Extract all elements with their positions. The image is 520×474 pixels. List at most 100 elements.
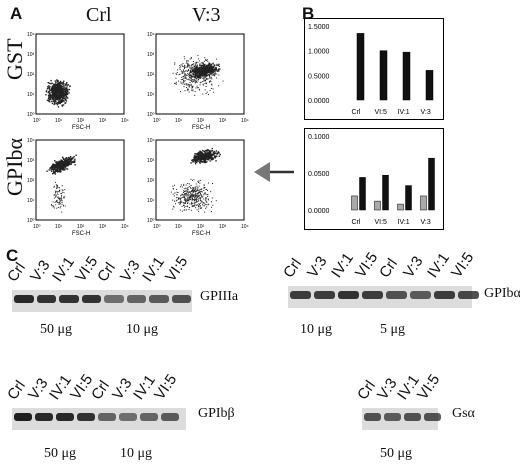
blot-lane-label: VI:5 (161, 253, 191, 285)
blot-band (314, 291, 335, 299)
y-tick-label: 0.5000 (308, 73, 330, 80)
flow-col-header-v3: V:3 (192, 4, 221, 26)
y-tick-label: 10² (147, 178, 155, 184)
y-tick-label: 10² (27, 72, 35, 78)
blot-load-amount: 50 μg (44, 446, 77, 461)
y-tick-label: 10⁴ (147, 138, 155, 144)
x-tick-label: 10³ (99, 118, 107, 124)
arrow-icon (254, 162, 294, 182)
blot-load-amount: 5 μg (380, 322, 406, 337)
x-axis-label: FSC-H (192, 125, 210, 131)
blot-lane-label: VI:5 (414, 371, 444, 403)
x-tick-label: 10³ (99, 224, 107, 230)
y-tick-label: 10² (27, 178, 35, 184)
blot-band (404, 413, 421, 421)
y-tick-label: 10⁴ (27, 138, 35, 144)
bar (420, 195, 427, 211)
blot-lane-label: IV:1 (49, 253, 78, 285)
x-tick-label: 10¹ (55, 224, 63, 230)
x-tick-label: 10² (77, 118, 85, 124)
blot-protein-label: Gsα (452, 406, 475, 421)
x-tick-label: 10² (197, 118, 205, 124)
blot-band (14, 413, 32, 421)
blot-band (161, 413, 179, 421)
x-tick-label: 10⁴ (241, 118, 249, 124)
panel-letter-c: C (6, 246, 19, 265)
y-tick-label: 10⁰ (27, 218, 35, 224)
y-tick-label: 0.0000 (308, 98, 330, 105)
x-tick-label: 10⁰ (153, 118, 161, 124)
blot-lane-label: Crl (280, 255, 305, 281)
x-tick-label: 10¹ (175, 224, 183, 230)
scatter-events (45, 79, 71, 108)
blot-lane-label: VI:5 (151, 371, 181, 403)
y-tick-label: 10³ (147, 52, 155, 58)
blot-lane-label: IV:1 (139, 253, 168, 285)
blot-band (14, 295, 34, 303)
x-tick-label: 10⁰ (33, 118, 41, 124)
blot-band (290, 291, 311, 299)
category-label: VI:5 (375, 219, 388, 226)
plot-frame (35, 139, 125, 221)
y-tick-label: 10³ (147, 158, 155, 164)
blot-band (424, 413, 441, 421)
y-tick-label: 1.0000 (308, 49, 330, 56)
blot-lane-label: IV:1 (328, 249, 357, 281)
category-label: V:3 (421, 219, 431, 226)
blot-load-amount: 10 μg (126, 322, 159, 337)
blot-band (126, 295, 146, 303)
y-tick-label: 0.0500 (308, 171, 330, 178)
category-label: Crl (352, 109, 361, 116)
y-tick-label: 10² (147, 72, 155, 78)
y-tick-label: 10¹ (147, 92, 155, 98)
chart-frame (304, 18, 444, 120)
y-tick-label: 10¹ (147, 198, 155, 204)
blot-band (77, 413, 95, 421)
blot-lane-label: VI:5 (352, 249, 382, 281)
blot-band (434, 291, 455, 299)
blot-lane-label: Crl (4, 377, 29, 403)
blot-load-amount: 50 μg (380, 446, 413, 461)
blot-band (98, 413, 116, 421)
blot-band (59, 295, 79, 303)
blot-lane-label: VI:5 (448, 249, 478, 281)
x-tick-label: 10³ (219, 224, 227, 230)
blot-band (56, 413, 74, 421)
bar (382, 174, 389, 211)
x-tick-label: 10¹ (55, 118, 63, 124)
category-label: V:3 (421, 109, 431, 116)
blot-band (338, 291, 359, 299)
bar (428, 157, 435, 211)
scatter-events (46, 154, 77, 213)
blot-lane-label: V:3 (400, 253, 427, 281)
y-tick-label: 10⁰ (147, 218, 155, 224)
x-tick-label: 10⁰ (153, 224, 161, 230)
y-tick-label: 10⁴ (27, 32, 35, 38)
bar (405, 185, 412, 211)
bar (425, 70, 434, 101)
category-label: VI:5 (375, 109, 388, 116)
blot-load-amount: 10 μg (300, 322, 333, 337)
category-label: IV:1 (398, 219, 410, 226)
y-tick-label: 10³ (27, 158, 35, 164)
chart-frame (304, 128, 444, 230)
y-tick-label: 10¹ (27, 92, 35, 98)
y-tick-label: 10⁰ (27, 112, 35, 118)
x-axis-label: FSC-H (192, 231, 210, 237)
blot-lane-label: V:3 (304, 253, 331, 281)
blot-lane-label: IV:1 (424, 249, 453, 281)
bar (402, 51, 411, 101)
blot-protein-label: GPIbα (484, 286, 520, 301)
blot-band (362, 291, 383, 299)
y-tick-label: 1.5000 (308, 24, 330, 31)
x-tick-label: 10¹ (175, 118, 183, 124)
blot-band (104, 295, 124, 303)
x-tick-label: 10³ (219, 118, 227, 124)
x-tick-label: 10⁴ (121, 118, 129, 124)
category-label: IV:1 (398, 109, 410, 116)
blot-lane-label: VI:5 (71, 253, 101, 285)
blot-band (384, 413, 401, 421)
